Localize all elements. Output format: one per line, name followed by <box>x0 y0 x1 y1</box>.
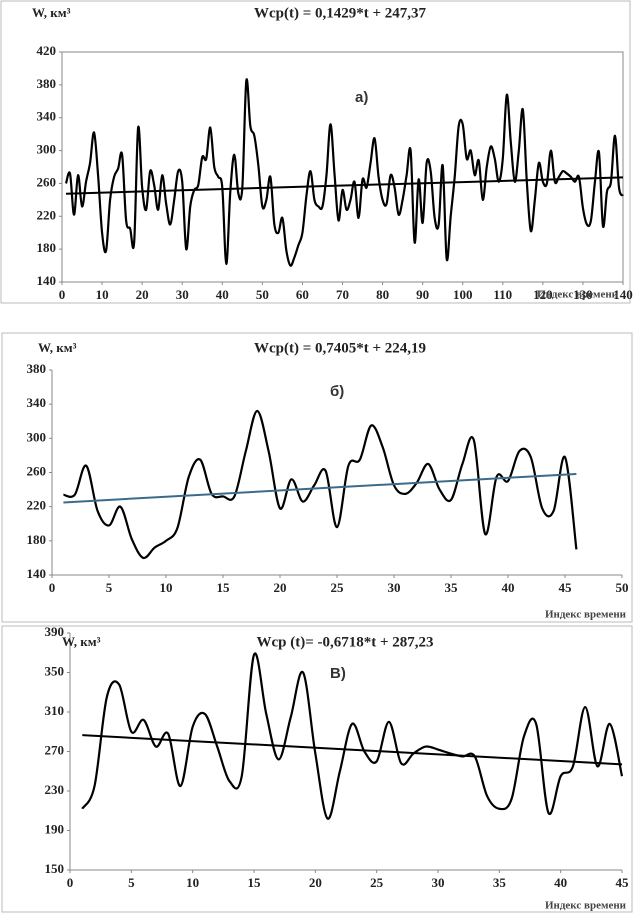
x-tick-label: 0 <box>49 580 56 595</box>
chart-title: Wcp(t) = 0,7405*t + 224,19 <box>254 340 426 356</box>
x-tick-label: 0 <box>67 875 74 890</box>
trend-line <box>82 734 623 766</box>
annotation: б) <box>330 383 344 400</box>
chart-title: Wcp (t)= -0,6718*t + 287,23 <box>256 634 433 650</box>
y-tick-label: 180 <box>27 532 47 547</box>
y-tick-label: 420 <box>37 43 57 58</box>
x-tick-label: 90 <box>416 287 429 302</box>
x-tick-label: 50 <box>616 580 629 595</box>
x-tick-label: 35 <box>493 875 507 890</box>
x-tick-label: 50 <box>256 287 269 302</box>
x-tick-label: 70 <box>336 287 349 302</box>
x-tick-label: 15 <box>217 580 231 595</box>
y-tick-label: 350 <box>45 663 65 678</box>
y-tick-label: 140 <box>37 273 57 288</box>
y-tick-label: 270 <box>45 742 65 757</box>
trend-line <box>63 472 577 504</box>
x-tick-label: 45 <box>559 580 573 595</box>
x-tick-label: 20 <box>136 287 149 302</box>
x-tick-label: 5 <box>128 875 135 890</box>
x-tick-label: 110 <box>493 287 512 302</box>
x-tick-label: 120 <box>533 287 553 302</box>
x-tick-label: 45 <box>616 875 630 890</box>
data-line <box>81 652 624 820</box>
data-line <box>64 78 624 267</box>
y-tick-label: 220 <box>27 498 47 513</box>
x-tick-label: 30 <box>388 580 401 595</box>
panel <box>1 625 633 913</box>
x-tick-label: 10 <box>160 580 173 595</box>
x-axis-label: Индекс времени <box>537 289 619 301</box>
x-tick-label: 25 <box>370 875 384 890</box>
x-tick-label: 40 <box>502 580 515 595</box>
y-tick-label: 260 <box>27 463 47 478</box>
x-tick-label: 140 <box>613 287 633 302</box>
x-tick-label: 40 <box>216 287 229 302</box>
panel <box>0 0 631 304</box>
y-tick-label: 190 <box>45 821 65 836</box>
x-tick-label: 40 <box>554 875 567 890</box>
y-tick-label: 230 <box>45 782 65 797</box>
x-tick-label: 25 <box>331 580 345 595</box>
y-tick-label: 390 <box>45 624 65 639</box>
y-tick-label: 150 <box>45 861 65 876</box>
chart-title: Wcp(t) = 0,1429*t + 247,37 <box>254 5 427 21</box>
x-tick-label: 0 <box>59 287 66 302</box>
y-axis-label: W, км³ <box>38 340 77 355</box>
x-tick-label: 60 <box>296 287 309 302</box>
x-tick-label: 35 <box>445 580 459 595</box>
y-tick-label: 340 <box>37 109 57 124</box>
x-tick-label: 20 <box>274 580 287 595</box>
x-tick-label: 130 <box>573 287 593 302</box>
x-tick-label: 30 <box>176 287 189 302</box>
y-tick-label: 300 <box>27 429 47 444</box>
x-axis-label: Индекс времени <box>545 900 627 912</box>
annotation: а) <box>355 89 368 106</box>
y-axis-label: W, км³ <box>32 5 71 20</box>
y-tick-label: 340 <box>27 395 47 410</box>
x-tick-label: 10 <box>96 287 109 302</box>
x-tick-label: 20 <box>309 875 322 890</box>
x-tick-label: 15 <box>248 875 262 890</box>
trend-line <box>65 176 624 195</box>
y-tick-label: 300 <box>37 142 57 157</box>
y-tick-label: 310 <box>45 703 65 718</box>
y-tick-label: 260 <box>37 174 57 189</box>
y-tick-label: 220 <box>37 207 57 222</box>
x-axis-label: Индекс времени <box>545 609 627 621</box>
y-axis-label: W, км³ <box>62 634 101 649</box>
y-tick-label: 380 <box>37 76 57 91</box>
panel <box>1 332 633 623</box>
x-tick-label: 10 <box>186 875 199 890</box>
data-line <box>63 409 578 560</box>
y-tick-label: 180 <box>37 240 57 255</box>
annotation: В) <box>330 665 346 682</box>
x-tick-label: 80 <box>376 287 389 302</box>
x-tick-label: 30 <box>432 875 445 890</box>
x-tick-label: 100 <box>453 287 473 302</box>
x-tick-label: 5 <box>106 580 113 595</box>
y-tick-label: 140 <box>27 566 47 581</box>
y-tick-label: 380 <box>27 361 47 376</box>
